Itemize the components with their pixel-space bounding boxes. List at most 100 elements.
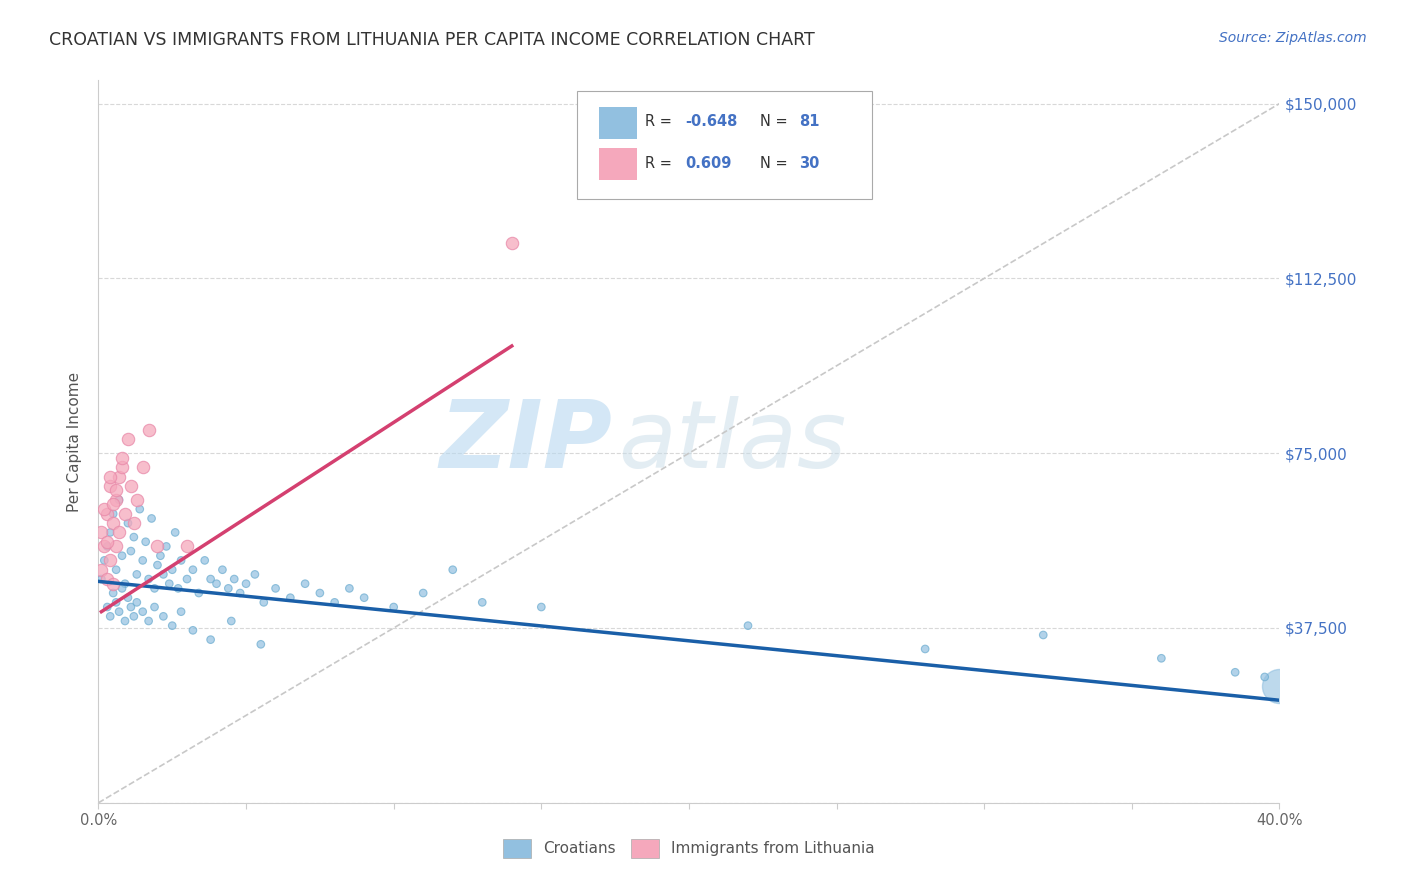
Point (122, 609, 145, 624)
Point (90, 572, 112, 586)
Point (103, 586, 125, 600)
Point (117, 516, 139, 530)
Point (187, 586, 209, 600)
Point (138, 614, 160, 628)
Point (90, 563, 112, 577)
Point (138, 423, 160, 437)
Point (253, 595, 276, 609)
Point (120, 479, 142, 493)
Point (111, 460, 134, 475)
Point (122, 530, 145, 544)
Point (125, 595, 148, 609)
Point (211, 563, 233, 577)
Point (103, 498, 125, 512)
Point (111, 549, 134, 563)
Point (105, 540, 128, 554)
Point (280, 591, 302, 605)
Point (501, 236, 523, 251)
Point (98, 469, 121, 483)
Point (1254, 670, 1277, 684)
Point (149, 549, 172, 563)
Point (93, 540, 115, 554)
Point (250, 637, 273, 651)
Point (105, 492, 128, 507)
Point (93, 553, 115, 567)
Point (105, 563, 128, 577)
Point (98, 479, 121, 493)
Point (176, 540, 198, 554)
Legend: Croatians, Immigrants from Lithuania: Croatians, Immigrants from Lithuania (498, 833, 880, 863)
Point (323, 595, 346, 609)
Point (90, 525, 112, 540)
Point (224, 572, 246, 586)
Point (176, 572, 198, 586)
Point (103, 516, 125, 530)
Point (105, 483, 128, 498)
Point (1150, 651, 1173, 665)
Point (157, 576, 180, 591)
Text: -0.648: -0.648 (685, 114, 738, 129)
Point (111, 582, 134, 596)
Point (152, 609, 174, 624)
Point (143, 600, 166, 615)
Point (114, 507, 136, 521)
Point (96, 572, 118, 586)
Point (294, 576, 316, 591)
Text: ZIP: ZIP (439, 395, 612, 488)
Point (141, 511, 163, 525)
Point (132, 460, 155, 475)
Text: 30: 30 (799, 156, 820, 171)
Point (1032, 628, 1054, 642)
Point (108, 605, 131, 619)
Point (170, 553, 193, 567)
Point (135, 534, 157, 549)
Text: Source: ZipAtlas.com: Source: ZipAtlas.com (1219, 31, 1367, 45)
Point (96, 534, 118, 549)
Point (353, 591, 375, 605)
FancyBboxPatch shape (576, 91, 872, 200)
Point (146, 558, 169, 572)
Point (200, 632, 222, 647)
Text: N =: N = (759, 156, 792, 171)
Point (1268, 679, 1291, 693)
Point (108, 492, 131, 507)
Point (117, 591, 139, 605)
Text: 81: 81 (799, 114, 820, 129)
Point (441, 563, 464, 577)
Point (243, 567, 266, 582)
Point (117, 432, 139, 446)
Point (111, 450, 134, 465)
Point (96, 600, 118, 615)
Point (146, 540, 169, 554)
Point (132, 605, 155, 619)
Text: atlas: atlas (619, 396, 846, 487)
Point (339, 582, 361, 596)
Point (114, 576, 136, 591)
Point (120, 544, 142, 558)
Point (125, 492, 148, 507)
Point (737, 618, 759, 632)
Point (235, 576, 257, 591)
Point (181, 563, 204, 577)
Text: CROATIAN VS IMMIGRANTS FROM LITHUANIA PER CAPITA INCOME CORRELATION CHART: CROATIAN VS IMMIGRANTS FROM LITHUANIA PE… (49, 31, 815, 49)
Point (471, 595, 494, 609)
Text: N =: N = (759, 114, 792, 129)
Text: 0.609: 0.609 (685, 156, 731, 171)
Point (1225, 665, 1247, 680)
Point (181, 624, 204, 638)
Point (108, 525, 131, 540)
Y-axis label: Per Capita Income: Per Capita Income (67, 371, 83, 512)
Point (162, 563, 183, 577)
Point (103, 576, 125, 591)
Point (125, 567, 148, 582)
Point (309, 586, 332, 600)
FancyBboxPatch shape (599, 107, 637, 139)
Point (143, 582, 166, 596)
Point (98, 553, 121, 567)
Point (205, 576, 228, 591)
Point (162, 618, 183, 632)
Point (98, 609, 121, 624)
Point (105, 595, 128, 609)
Point (132, 553, 155, 567)
Point (138, 572, 160, 586)
